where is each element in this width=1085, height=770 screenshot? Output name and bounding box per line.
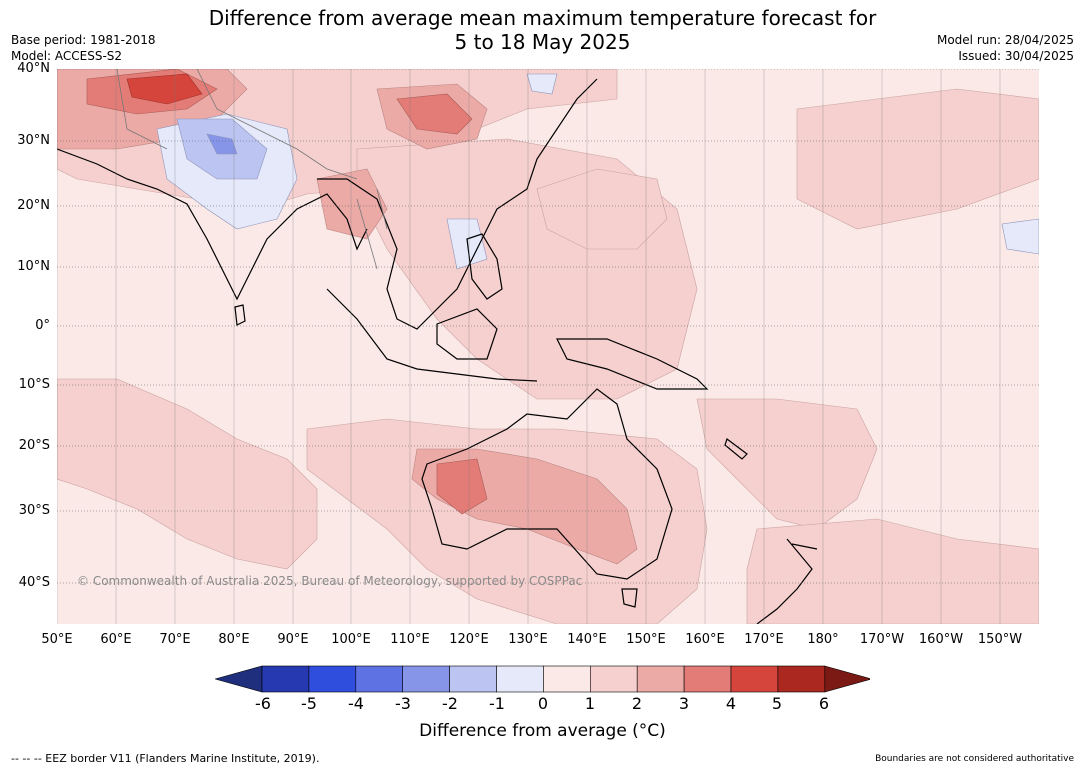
lon-label: 180° xyxy=(807,632,839,647)
colorbar-cell xyxy=(261,665,310,693)
colorbar-cell xyxy=(449,665,497,693)
lon-label: 160°W xyxy=(918,632,964,647)
colorbar xyxy=(215,665,870,693)
lon-label: 150°W xyxy=(977,632,1023,647)
copyright-notice: © Commonwealth of Australia 2025, Bureau… xyxy=(77,574,583,588)
lon-label: 90°E xyxy=(277,632,309,647)
lon-label: 170°E xyxy=(744,632,784,647)
meridians xyxy=(57,69,1001,624)
coast-sumatra-java xyxy=(326,288,538,382)
anomaly-map xyxy=(57,69,1039,624)
colorbar-cell xyxy=(402,665,450,693)
lon-label: 130°E xyxy=(508,632,548,647)
colorbar-tick: 0 xyxy=(537,694,549,713)
coast-south-asia xyxy=(57,148,368,301)
lat-label: 30°S xyxy=(18,503,50,518)
coast-new-zealand xyxy=(756,538,818,624)
coastlines xyxy=(57,78,818,624)
coast-sri-lanka xyxy=(234,304,246,326)
colorbar-tick: 2 xyxy=(631,694,643,713)
colorbar-tick: 1 xyxy=(584,694,596,713)
coast-new-caledonia xyxy=(724,438,748,460)
colorbar-tick: -5 xyxy=(301,694,317,713)
meta-left: Base period: 1981-2018 Model: ACCESS-S2 xyxy=(11,32,156,64)
lon-label: 60°E xyxy=(100,632,132,647)
lon-label: 70°E xyxy=(159,632,191,647)
lat-label: 0° xyxy=(35,318,50,333)
colorbar-tick: -3 xyxy=(395,694,411,713)
lon-label: 120°E xyxy=(449,632,489,647)
lon-label: 140°E xyxy=(567,632,607,647)
colorbar-tick: -4 xyxy=(348,694,364,713)
lat-label: 10°S xyxy=(18,377,50,392)
lon-label: 100°E xyxy=(331,632,371,647)
colorbar-extend-low xyxy=(215,665,263,693)
anomaly-fill-neg xyxy=(156,73,1039,270)
colorbar-cell xyxy=(355,665,404,693)
lon-label: 50°E xyxy=(41,632,73,647)
anomaly-fill-4-5 xyxy=(126,73,203,105)
coast-new-guinea xyxy=(556,338,709,390)
boundary-disclaimer: Boundaries are not considered authoritat… xyxy=(875,754,1074,764)
lon-label: 160°E xyxy=(685,632,725,647)
colorbar-cell xyxy=(308,665,357,693)
model-run: Model run: 28/04/2025 xyxy=(936,33,1074,47)
lat-label: 40°N xyxy=(17,61,50,76)
lat-label: 30°N xyxy=(17,133,50,148)
meta-right: Model run: 28/04/2025 Issued: 30/04/2025 xyxy=(937,32,1074,64)
lat-label: 40°S xyxy=(18,575,50,590)
colorbar-extend-high xyxy=(824,665,870,693)
lon-label: 110°E xyxy=(390,632,430,647)
country-borders xyxy=(116,69,388,270)
colorbar-label: Difference from average (°C) xyxy=(419,721,666,741)
lat-label: 20°N xyxy=(17,198,50,213)
colorbar-tick: 3 xyxy=(678,694,690,713)
colorbar-cell xyxy=(589,665,638,693)
coast-australia xyxy=(421,388,673,580)
coast-southeast-asia xyxy=(317,78,598,330)
model-name: Model: ACCESS-S2 xyxy=(11,49,123,63)
coast-borneo xyxy=(436,308,498,360)
coast-philippines xyxy=(466,233,503,300)
colorbar-tick: -6 xyxy=(255,694,271,713)
map-title: Difference from average mean maximum tem… xyxy=(0,6,1085,54)
lon-label: 170°W xyxy=(859,632,905,647)
colorbar-cell xyxy=(636,665,685,693)
colorbar-tick: 5 xyxy=(771,694,783,713)
lon-label: 80°E xyxy=(218,632,250,647)
title-line-1: Difference from average mean maximum tem… xyxy=(208,6,877,30)
issued-date: Issued: 30/04/2025 xyxy=(958,49,1074,63)
colorbar-tick: 4 xyxy=(725,694,737,713)
eez-legend: -- -- -- EEZ border V11 (Flanders Marine… xyxy=(11,752,320,765)
colorbar-cell xyxy=(730,665,779,693)
colorbar-cell xyxy=(683,665,732,693)
coast-tasmania xyxy=(621,588,638,608)
colorbar-cell xyxy=(496,665,544,693)
colorbar-tick: 6 xyxy=(818,694,830,713)
colorbar-tick: -2 xyxy=(442,694,458,713)
base-period: Base period: 1981-2018 xyxy=(11,33,156,47)
colorbar-tick: -1 xyxy=(489,694,505,713)
lat-label: 20°S xyxy=(18,438,50,453)
lon-label: 150°E xyxy=(626,632,666,647)
lat-label: 10°N xyxy=(17,259,50,274)
title-line-2: 5 to 18 May 2025 xyxy=(454,30,631,54)
colorbar-cell xyxy=(777,665,826,693)
colorbar-cell xyxy=(543,665,591,693)
